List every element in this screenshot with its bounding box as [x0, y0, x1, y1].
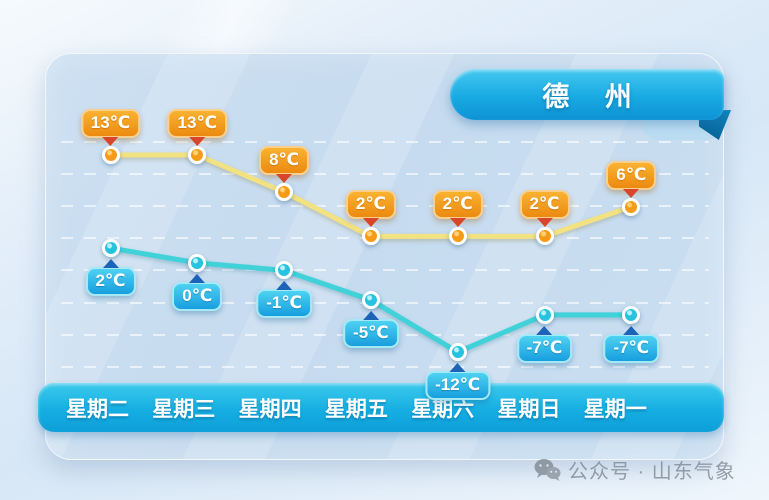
low-temp-marker — [622, 305, 641, 324]
weekday-label: 星期四 — [238, 397, 302, 421]
high-temp-label: 2℃ — [345, 190, 396, 220]
watermark-text: 公众号 · 山东气象 — [568, 461, 736, 483]
dashed-gridline — [61, 173, 709, 176]
high-temp-marker — [101, 146, 120, 164]
dashed-gridline — [61, 365, 709, 368]
high-temp-label: 13℃ — [167, 109, 228, 138]
low-temp-label: -5℃ — [343, 319, 399, 349]
dashed-gridline — [61, 269, 709, 272]
low-temp-label: -1℃ — [256, 289, 312, 319]
high-temp-label: 6℃ — [606, 160, 657, 190]
weekday-bar: 星期二 星期三 星期四 星期五 星期六 星期日 星期一 — [38, 383, 724, 432]
high-temp-marker — [535, 227, 554, 246]
low-temp-marker — [535, 305, 554, 324]
weekday-label: 星期三 — [152, 397, 216, 421]
high-temp-label: 2℃ — [519, 190, 570, 220]
high-temp-label: 2℃ — [432, 190, 483, 220]
watermark: 公众号 · 山东气象 — [534, 455, 736, 484]
weekday-label: 星期一 — [583, 397, 647, 421]
city-title-ribbon: 德 州 — [450, 69, 724, 120]
low-temp-label: 0℃ — [172, 281, 223, 311]
low-temp-marker — [448, 343, 467, 362]
low-temp-marker — [275, 261, 294, 280]
low-temp-label: -12℃ — [425, 371, 491, 401]
city-title: 德 州 — [542, 82, 646, 112]
weekday-label: 星期五 — [324, 397, 388, 421]
weekday-label: 星期六 — [411, 397, 475, 421]
dashed-gridline — [61, 301, 709, 304]
dashed-gridline — [61, 141, 709, 143]
wechat-icon — [534, 458, 561, 481]
high-temp-label: 13℃ — [80, 109, 141, 138]
low-temp-label: 2℃ — [85, 267, 136, 297]
high-temp-marker — [275, 183, 294, 201]
low-temp-label: -7℃ — [516, 333, 573, 363]
weekday-label: 星期日 — [497, 397, 561, 421]
high-temp-marker — [448, 227, 467, 246]
high-temp-marker — [622, 197, 641, 216]
low-temp-label: -7℃ — [603, 333, 660, 363]
low-temp-marker — [361, 291, 380, 310]
high-temp-label: 8℃ — [259, 146, 310, 175]
low-temp-marker — [101, 239, 120, 258]
weekday-label: 星期二 — [66, 397, 129, 421]
